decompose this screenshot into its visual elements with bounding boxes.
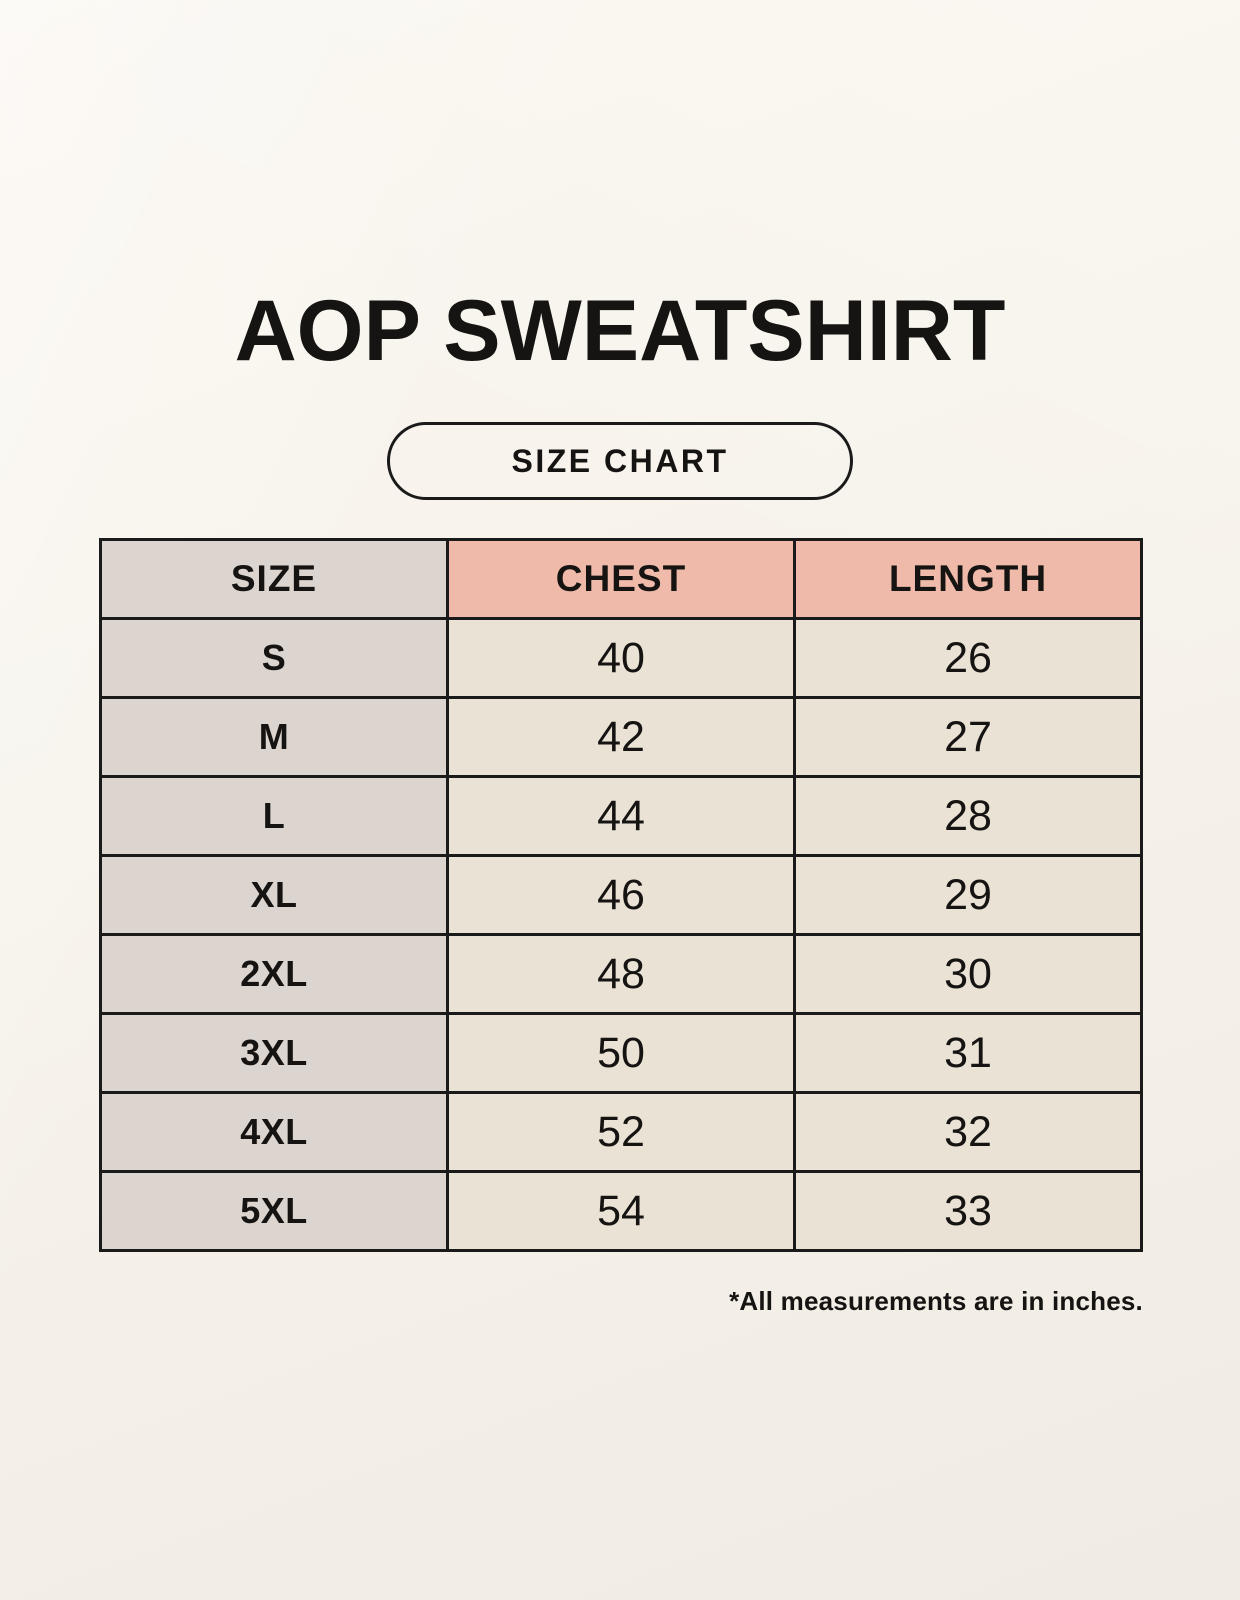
chest-value-cell: 50 <box>446 1012 796 1094</box>
size-chart-table: SIZE CHEST LENGTH S 40 26 M 42 27 L 44 28 XL 46 29 2… <box>99 538 1143 1252</box>
column-header-length: LENGTH <box>793 538 1143 620</box>
size-cell: 5XL <box>99 1170 449 1252</box>
size-cell: L <box>99 775 449 857</box>
chest-value-cell: 42 <box>446 696 796 778</box>
length-value-cell: 28 <box>793 775 1143 857</box>
page-title: AOP SWEATSHIRT <box>234 283 1006 379</box>
chest-value-cell: 46 <box>446 854 796 936</box>
chest-value-cell: 54 <box>446 1170 796 1252</box>
table-row-l: L 44 28 <box>99 775 1143 857</box>
chest-value-cell: 40 <box>446 617 796 699</box>
length-value-cell: 31 <box>793 1012 1143 1094</box>
column-header-chest: CHEST <box>446 538 796 620</box>
length-value-cell: 33 <box>793 1170 1143 1252</box>
size-cell: 2XL <box>99 933 449 1015</box>
size-cell: M <box>99 696 449 778</box>
length-value-cell: 27 <box>793 696 1143 778</box>
chest-value-cell: 52 <box>446 1091 796 1173</box>
table-row-4xl: 4XL 52 32 <box>99 1091 1143 1173</box>
table-row-xl: XL 46 29 <box>99 854 1143 936</box>
chest-value-cell: 44 <box>446 775 796 857</box>
table-row-5xl: 5XL 54 33 <box>99 1170 1143 1252</box>
length-value-cell: 26 <box>793 617 1143 699</box>
length-value-cell: 30 <box>793 933 1143 1015</box>
length-value-cell: 29 <box>793 854 1143 936</box>
table-row-m: M 42 27 <box>99 696 1143 778</box>
measurements-footnote: *All measurements are in inches. <box>729 1286 1143 1316</box>
chest-value-cell: 48 <box>446 933 796 1015</box>
length-value-cell: 32 <box>793 1091 1143 1173</box>
size-chart-badge: SIZE CHART <box>387 422 853 500</box>
size-cell: 4XL <box>99 1091 449 1173</box>
column-header-size: SIZE <box>99 538 449 620</box>
table-row-3xl: 3XL 50 31 <box>99 1012 1143 1094</box>
table-row-2xl: 2XL 48 30 <box>99 933 1143 1015</box>
table-row-s: S 40 26 <box>99 617 1143 699</box>
size-cell: XL <box>99 854 449 936</box>
size-cell: S <box>99 617 449 699</box>
size-cell: 3XL <box>99 1012 449 1094</box>
table-header-row: SIZE CHEST LENGTH <box>99 538 1143 620</box>
size-chart-badge-label: SIZE CHART <box>511 442 729 479</box>
